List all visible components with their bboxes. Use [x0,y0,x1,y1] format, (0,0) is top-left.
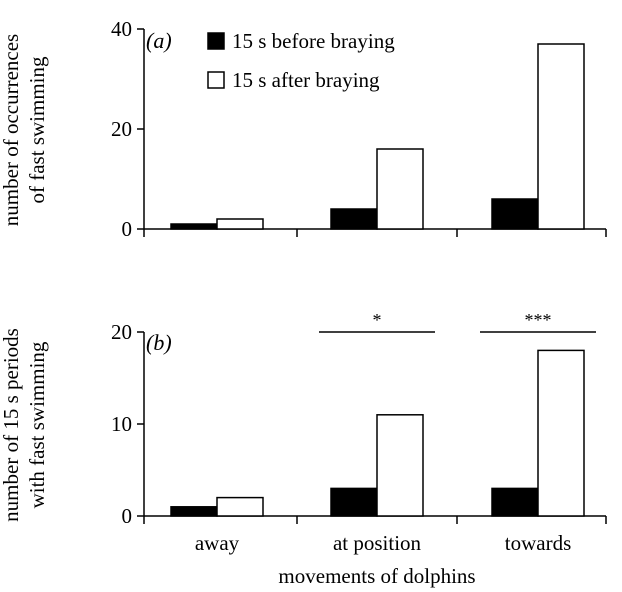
x-tick-label-1: at position [333,531,422,555]
y-tick-label-a-2: 40 [111,17,132,41]
y-axis-title-b-line2: with fast swimming [25,341,49,508]
panel-b: number of 15 s periods with fast swimmin… [0,310,607,555]
bar-a-before-1 [330,208,378,230]
panel-a: number of occurrences of fast swimming (… [0,17,607,241]
y-axis-title-b-line1: number of 15 s periods [0,328,23,522]
panel-label-b: (b) [146,330,172,355]
bar-b-after-0 [216,496,264,517]
y-axis-title-a-line2: of fast swimming [25,56,49,203]
legend-swatch-before [207,32,225,50]
legend-swatch-after [207,71,225,89]
bar-a-after-2 [537,43,585,230]
bar-b-before-0 [170,506,218,517]
x-tick-label-2: towards [505,531,572,555]
bar-a-after-1 [376,148,424,230]
y-tick-label-b-2: 20 [111,320,132,344]
bar-b-before-1 [330,487,378,517]
y-tick-label-b-1: 10 [111,412,132,436]
axes-b: 0 10 20 away * at position *** towards [111,310,607,555]
y-axis-title-b: number of 15 s periods with fast swimmin… [0,328,49,522]
y-tick-label-a-1: 20 [111,117,132,141]
x-axis-title: movements of dolphins [278,564,475,588]
bar-b-before-2 [491,487,539,517]
legend-label-before: 15 s before braying [232,29,395,53]
significance-label-b-1: * [373,310,382,330]
x-tick-label-0: away [195,531,240,555]
significance-label-b-2: *** [525,310,552,330]
y-axis-title-a-line1: number of occurrences [0,34,23,226]
legend: 15 s before braying 15 s after braying [207,29,395,92]
legend-label-after: 15 s after braying [232,68,380,92]
y-axis-title-a: number of occurrences of fast swimming [0,34,49,226]
panel-label-a: (a) [146,28,172,53]
bar-b-after-2 [537,349,585,517]
y-tick-label-b-0: 0 [122,504,133,528]
bar-a-before-2 [491,198,539,230]
bar-a-before-0 [170,223,218,230]
axes-a: 0 20 40 [111,17,607,241]
bar-b-after-1 [376,414,424,517]
bar-a-after-0 [216,218,264,230]
y-tick-label-a-0: 0 [122,217,133,241]
